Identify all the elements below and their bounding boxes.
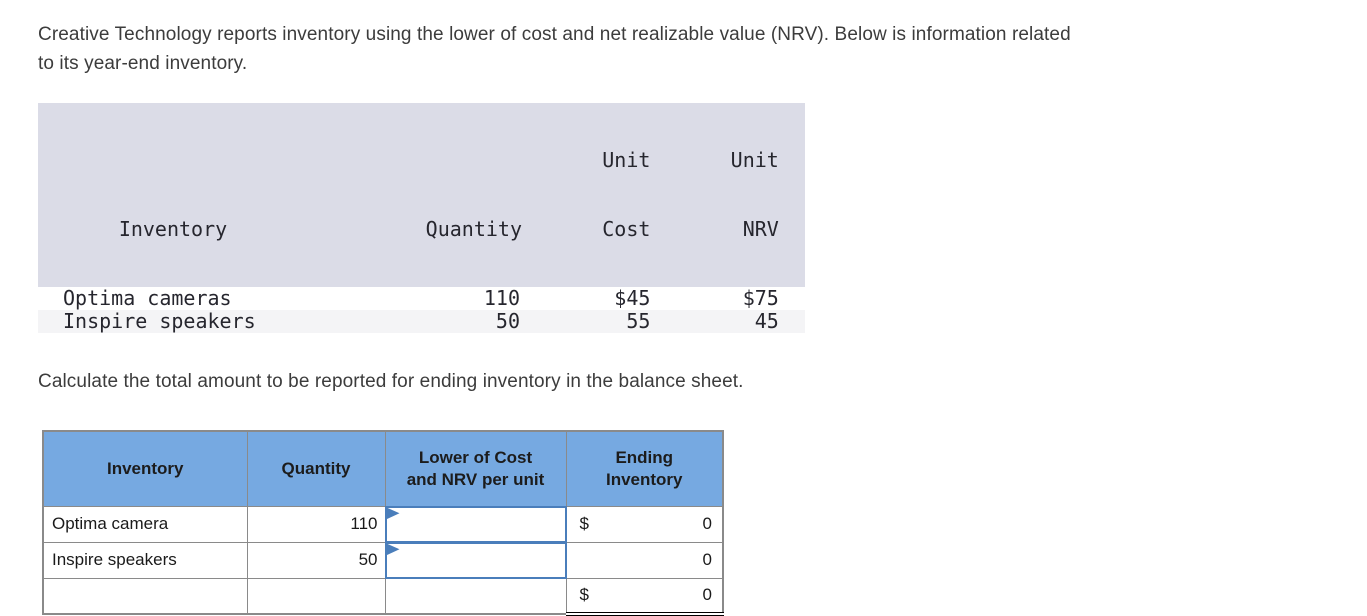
answer-optima-input-cell [384,505,567,543]
answer-row-inspire: Inspire speakers 50 0 [42,541,724,579]
given-optima-name: Optima cameras [63,286,232,310]
given-row-optima: Optima cameras 110 $45 $75 [38,287,805,310]
answer-inspire-ending-cell: 0 [565,541,724,579]
given-header-quantity: Quantity [308,103,530,287]
answer-table-header: Inventory Quantity Lower of Cost and NRV… [42,430,724,507]
answer-header-inventory: Inventory [42,430,248,507]
optima-lower-of-cost-input[interactable] [384,505,567,543]
answer-header-lower-of-cost-nrv: Lower of Cost and NRV per unit [384,430,567,507]
answer-total-blank-2 [246,577,386,615]
given-row-inspire: Inspire speakers 50 55 45 [38,310,805,333]
answer-header-quantity: Quantity [246,430,386,507]
answer-optima-quantity: 110 [246,505,386,543]
answer-inspire-ending-value: 0 [702,550,712,569]
answer-optima-ending-value: 0 [702,514,712,533]
answer-table: Inventory Quantity Lower of Cost and NRV… [42,430,724,616]
answer-optima-name: Optima camera [42,505,248,543]
given-header-inventory: Inventory [38,103,308,287]
given-optima-unit-cost: $45 [614,286,651,310]
problem-statement-line2: to its year-end inventory. [38,53,248,74]
currency-symbol: $ [579,514,589,533]
inspire-lower-of-cost-input[interactable] [384,541,567,579]
answer-row-optima: Optima camera 110 $ 0 [42,505,724,543]
given-inspire-unit-nrv: 45 [658,310,805,333]
given-inventory-table-header: Inventory Quantity Unit Cost Unit NRV [38,103,805,287]
problem-statement: Creative Technology reports inventory us… [38,20,1367,78]
given-inventory-table: Inventory Quantity Unit Cost Unit NRV Op… [38,103,805,333]
answer-optima-ending-cell: $ 0 [565,505,724,543]
answer-total-ending-value: 0 [702,585,712,605]
answer-inspire-quantity: 50 [246,541,386,579]
answer-total-blank-3 [384,577,567,615]
given-optima-unit-nrv: $75 [742,286,779,310]
answer-row-total: $ 0 [42,577,724,616]
given-inspire-name: Inspire speakers [38,310,308,333]
answer-header-ending-inventory: Ending Inventory [565,430,724,507]
given-inspire-quantity: 50 [308,310,530,333]
currency-symbol: $ [579,585,589,605]
answer-inspire-name: Inspire speakers [42,541,248,579]
given-header-unit-cost: Unit Cost [530,103,659,287]
given-header-unit-nrv: Unit NRV [658,103,805,287]
problem-statement-line1: Creative Technology reports inventory us… [38,24,1071,45]
question-instruction: Calculate the total amount to be reporte… [38,371,744,392]
given-inspire-unit-cost: 55 [530,310,659,333]
answer-total-ending-cell: $ 0 [565,577,724,616]
answer-inspire-input-cell [384,541,567,579]
given-optima-quantity: 110 [483,286,520,310]
answer-total-blank-1 [42,577,248,615]
